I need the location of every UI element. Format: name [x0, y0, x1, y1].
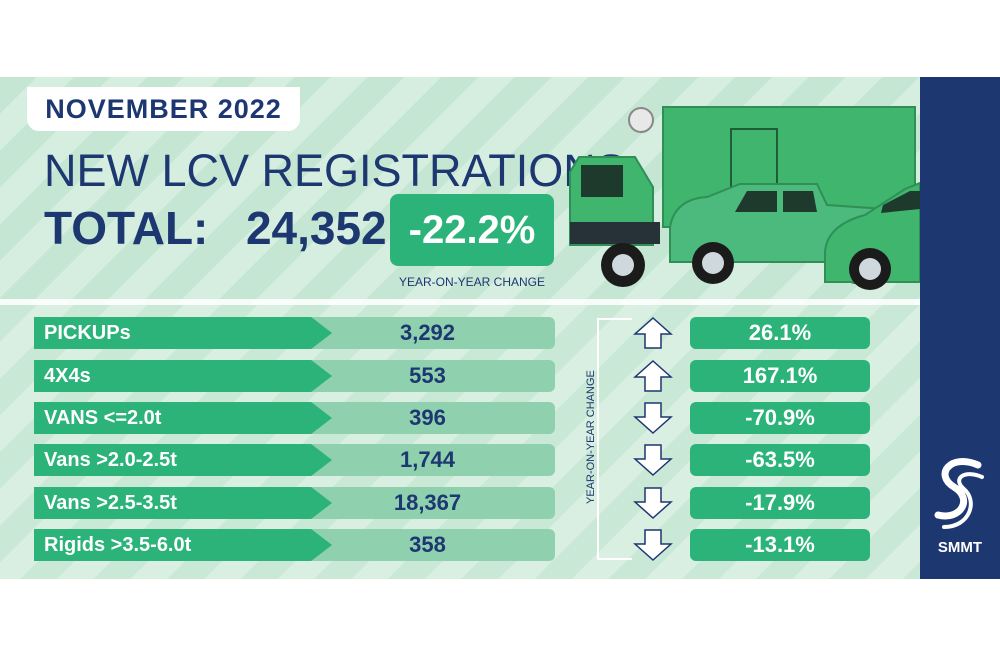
total-registrations: TOTAL: 24,352 [44, 201, 387, 255]
yoy-change-value: -63.5% [690, 444, 870, 476]
segment-label: Vans >2.0-2.5t [34, 444, 332, 476]
segment-label: VANS <=2.0t [34, 402, 332, 434]
brand-name: SMMT [937, 539, 983, 556]
yoy-change-value: -70.9% [690, 402, 870, 434]
arrow-down-icon [633, 402, 673, 435]
total-label: TOTAL: [44, 202, 209, 254]
infographic-card: NOVEMBER 2022 NEW LCV REGISTRATIONS TOTA… [0, 77, 1000, 579]
page-title: NEW LCV REGISTRATIONS [44, 145, 626, 196]
month-badge: NOVEMBER 2022 [27, 87, 300, 131]
yoy-change-caption: YEAR-ON-YEAR CHANGE [398, 275, 546, 289]
yoy-bracket [597, 318, 632, 560]
segment-label: 4X4s [34, 360, 332, 392]
registrations-value: 396 [300, 402, 555, 434]
section-divider [0, 299, 920, 305]
arrow-up-icon [633, 359, 673, 392]
registrations-value: 1,744 [300, 444, 555, 476]
segment-label: PICKUPs [34, 317, 332, 349]
registrations-value: 358 [300, 529, 555, 561]
registrations-value: 18,367 [300, 487, 555, 519]
arrow-up-icon [633, 316, 673, 349]
beacon-icon [628, 107, 654, 133]
yoy-change-value: -17.9% [690, 487, 870, 519]
smmt-logo-icon [934, 458, 984, 529]
arrow-down-icon [633, 444, 673, 477]
yoy-change-value: -13.1% [690, 529, 870, 561]
registrations-value: 3,292 [300, 317, 555, 349]
segment-label: Rigids >3.5-6.0t [34, 529, 332, 561]
yoy-change-value: 167.1% [690, 360, 870, 392]
yoy-side-caption: YEAR-ON-YEAR CHANGE [585, 370, 597, 504]
total-value: 24,352 [245, 202, 387, 254]
arrow-down-icon [633, 529, 673, 562]
vehicles-illustration [569, 106, 920, 290]
yoy-change-value: 26.1% [690, 317, 870, 349]
arrow-down-icon [633, 487, 673, 520]
segment-label: Vans >2.5-3.5t [34, 487, 332, 519]
yoy-change-badge: -22.2% [390, 194, 554, 266]
registrations-value: 553 [300, 360, 555, 392]
